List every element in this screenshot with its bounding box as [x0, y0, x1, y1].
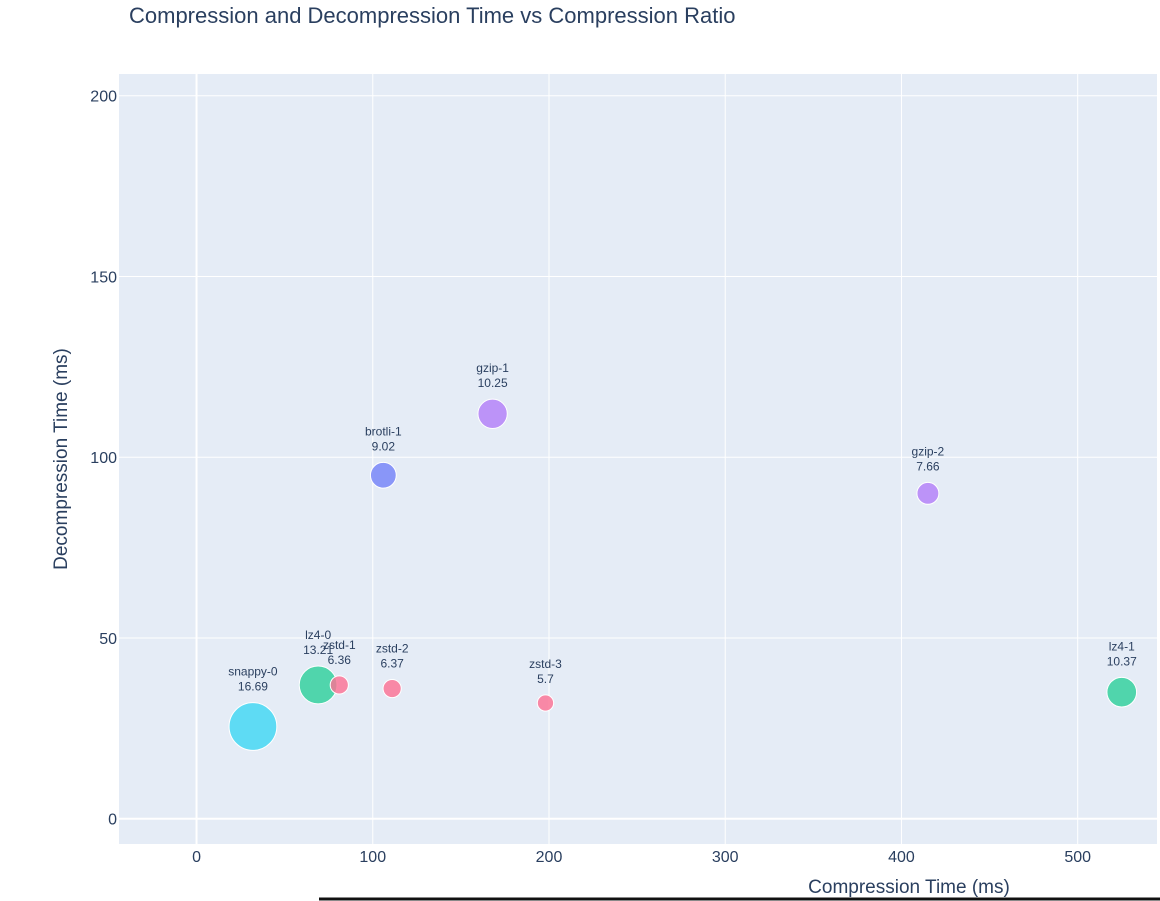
point-label-name: brotli-1: [365, 424, 402, 438]
data-point-zstd-3: [536, 694, 555, 712]
x-axis-title: Compression Time (ms): [808, 877, 1010, 898]
point-label-ratio: 6.37: [380, 656, 404, 670]
y-tick-label: 0: [108, 812, 117, 829]
y-tick-label: 100: [90, 450, 117, 467]
point-label-ratio: 16.69: [238, 680, 268, 694]
point-label-name: gzip-1: [476, 361, 509, 375]
data-point-zstd-2: [382, 678, 402, 699]
data-point-gzip-1: [477, 398, 508, 429]
data-point-zstd-1: [329, 675, 349, 695]
y-tick-label: 150: [90, 269, 117, 286]
data-point-brotli-1: [369, 461, 397, 489]
point-label-ratio: 7.66: [916, 459, 940, 473]
y-tick-label: 50: [99, 631, 117, 648]
point-label-name: zstd-1: [323, 638, 356, 652]
point-label-ratio: 5.7: [537, 672, 554, 686]
point-label-ratio: 13.21: [303, 643, 333, 657]
x-tick-label: 400: [888, 849, 915, 866]
data-point-snappy-0: [228, 702, 278, 751]
y-tick-label: 200: [90, 89, 117, 106]
point-label-name: zstd-2: [376, 641, 409, 655]
gridlines: [119, 74, 1157, 844]
point-label-ratio: 10.25: [478, 376, 508, 390]
data-point-lz4-1: [1106, 676, 1138, 708]
point-label-ratio: 6.36: [328, 653, 352, 667]
y-axis-title: Decompression Time (ms): [51, 348, 72, 570]
point-label-ratio: 10.37: [1107, 654, 1137, 668]
point-label-name: lz4-1: [1109, 639, 1135, 653]
point-label-name: snappy-0: [228, 665, 278, 679]
point-label-ratio: 9.02: [372, 439, 396, 453]
x-tick-label: 100: [359, 849, 386, 866]
point-label-name: zstd-3: [529, 657, 562, 671]
point-label-name: gzip-2: [912, 444, 945, 458]
point-label-name: lz4-0: [305, 628, 331, 642]
plot-area: [119, 74, 1157, 844]
chart-title: Compression and Decompression Time vs Co…: [129, 3, 735, 28]
axis-ticks: 0 100 200 300 400 500 0 50 100 150 200: [90, 89, 1091, 866]
data-point-gzip-2: [916, 481, 940, 505]
x-tick-label: 500: [1064, 849, 1091, 866]
x-tick-label: 0: [192, 849, 201, 866]
x-tick-label: 300: [712, 849, 739, 866]
x-tick-label: 200: [536, 849, 563, 866]
